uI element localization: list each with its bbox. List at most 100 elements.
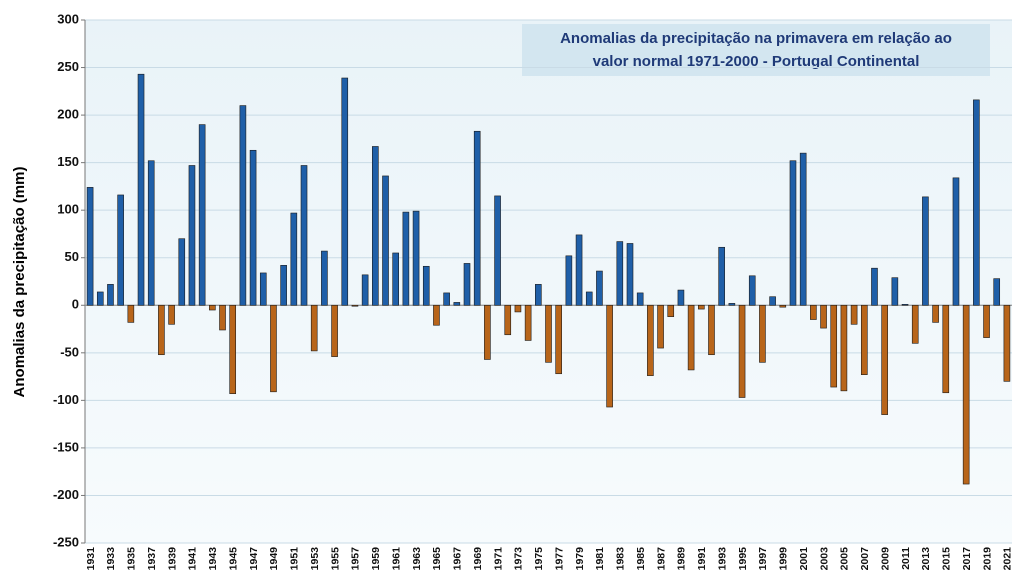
bar [351,304,359,307]
bar [769,296,776,306]
bar [412,210,420,306]
chart-title: valor normal 1971-2000 - Portugal Contin… [593,53,920,70]
bar [514,304,522,313]
bar [687,304,695,371]
x-tick-label: 1985 [635,547,647,571]
bar [728,303,736,306]
x-tick-label: 1933 [105,547,117,571]
x-tick-label: 2021 [1002,547,1013,571]
x-tick-label: 1963 [411,547,423,571]
y-tick-label: 50 [65,249,79,264]
bar [810,304,817,320]
x-tick-label: 1975 [533,547,545,571]
bar [392,252,399,306]
x-tick-label: 1977 [553,547,565,571]
x-tick-label: 1937 [146,547,158,571]
bar [575,234,583,306]
x-tick-label: 1989 [676,547,688,571]
x-tick-label: 1973 [513,547,525,571]
bar [911,304,919,344]
y-tick-label: 100 [57,202,79,217]
bar [209,304,216,311]
bar [850,304,858,325]
bar [952,177,960,306]
x-tick-label: 1999 [778,547,790,571]
bar [310,304,318,352]
bar [107,284,114,306]
x-tick-label: 1935 [126,547,138,571]
chart-title: Anomalias da precipitação na primavera e… [560,30,952,47]
bar [249,149,257,306]
x-tick-label: 1953 [309,547,321,571]
x-tick-label: 1943 [207,547,219,571]
bar [860,304,868,375]
bar [239,105,247,306]
bar [881,304,888,415]
x-tick-label: 1993 [716,547,728,571]
x-tick-label: 1965 [431,547,443,571]
bar [748,275,756,306]
x-tick-label: 1957 [350,547,362,571]
bar [198,124,206,306]
bar [280,265,287,306]
bar [555,304,562,375]
bar [708,304,715,356]
bar [524,304,532,341]
x-tick-label: 1931 [85,547,97,571]
bar [147,160,155,306]
x-tick-label: 1961 [390,547,402,571]
bar [596,270,603,306]
bar [820,304,827,329]
bar [983,304,990,338]
x-tick-label: 2003 [818,547,830,571]
bar [96,291,104,306]
bar [616,241,624,306]
bar [422,265,430,306]
bar [565,255,573,306]
y-axis-label: Anomalias da precipitação (mm) [11,167,28,398]
bar [158,304,165,356]
bar [585,291,593,306]
x-tick-label: 2015 [941,547,953,571]
bar [178,238,186,306]
y-tick-label: -250 [53,534,79,549]
bar [738,304,746,398]
bar [127,304,135,323]
x-tick-label: 1995 [737,547,749,571]
bar [321,250,328,306]
bar [626,243,634,306]
x-tick-label: 1971 [492,547,504,571]
x-tick-label: 1951 [289,547,301,571]
x-tick-label: 1991 [696,547,708,571]
bar [647,304,654,376]
bar [341,77,349,306]
bar [372,146,379,306]
x-tick-label: 1997 [757,547,769,571]
bar [270,304,277,393]
x-tick-label: 2007 [859,547,871,571]
bar [922,196,929,306]
bar [361,274,369,306]
bar [1003,304,1011,382]
bar [331,304,338,357]
bar [504,304,512,336]
x-tick-label: 2017 [961,547,973,571]
x-tick-label: 1955 [329,547,341,571]
x-tick-label: 2011 [900,547,912,570]
x-tick-label: 1941 [187,547,199,571]
bar [932,304,939,323]
bar [137,73,145,306]
x-tick-label: 1969 [472,547,484,571]
x-tick-label: 2013 [920,547,932,571]
x-tick-label: 1967 [452,547,464,571]
bar [789,160,797,306]
y-tick-label: 200 [57,107,79,122]
bar [830,304,838,388]
y-tick-label: 150 [57,154,79,169]
bar [168,304,175,325]
x-tick-label: 1983 [615,547,627,571]
bar [219,304,226,331]
bar [290,212,298,306]
bar [891,277,899,306]
